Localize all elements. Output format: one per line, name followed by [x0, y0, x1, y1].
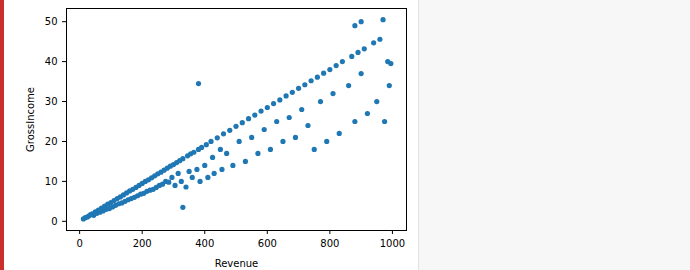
- svg-text:400: 400: [195, 238, 214, 249]
- svg-text:50: 50: [45, 16, 58, 27]
- svg-text:10: 10: [45, 176, 58, 187]
- svg-text:40: 40: [45, 56, 58, 67]
- svg-text:GrossIncome: GrossIncome: [25, 87, 36, 152]
- svg-text:30: 30: [45, 96, 58, 107]
- svg-text:0: 0: [51, 216, 57, 227]
- svg-text:600: 600: [258, 238, 277, 249]
- svg-text:20: 20: [45, 136, 58, 147]
- svg-text:200: 200: [133, 238, 152, 249]
- svg-text:Revenue: Revenue: [215, 258, 259, 269]
- svg-text:1000: 1000: [380, 238, 405, 249]
- svg-text:800: 800: [320, 238, 339, 249]
- svg-text:0: 0: [76, 238, 82, 249]
